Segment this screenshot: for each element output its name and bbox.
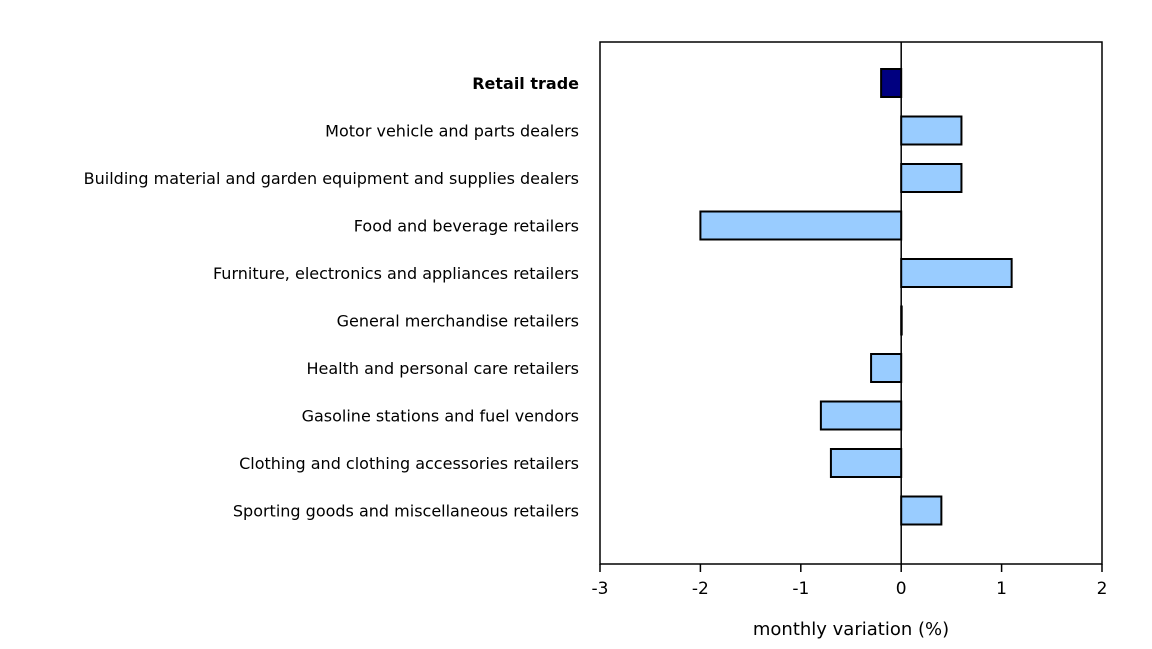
bar <box>900 163 963 193</box>
category-label: Furniture, electronics and appliances re… <box>213 264 579 283</box>
x-tick-label: 0 <box>896 579 907 599</box>
x-tick-label: -3 <box>592 579 609 599</box>
x-tick-label: 1 <box>996 579 1007 599</box>
bar <box>900 495 943 526</box>
bar <box>829 448 903 478</box>
bar <box>880 68 903 98</box>
category-label: Retail trade <box>472 74 579 93</box>
category-label: Clothing and clothing accessories retail… <box>239 454 579 473</box>
bar <box>900 115 963 146</box>
bar <box>900 258 1013 288</box>
bar <box>870 353 903 383</box>
category-label: Food and beverage retailers <box>354 217 579 236</box>
category-label: Building material and garden equipment a… <box>84 169 579 188</box>
category-label: General merchandise retailers <box>337 312 579 331</box>
category-label: Motor vehicle and parts dealers <box>325 122 579 141</box>
x-tick-label: 2 <box>1097 579 1108 599</box>
x-tick-label: -2 <box>692 579 709 599</box>
bar <box>819 400 903 431</box>
bar <box>699 210 903 241</box>
category-label: Gasoline stations and fuel vendors <box>302 407 579 426</box>
category-label: Sporting goods and miscellaneous retaile… <box>233 502 579 521</box>
x-axis-label: monthly variation (%) <box>753 619 949 640</box>
plot-frame <box>599 41 1103 565</box>
category-label: Health and personal care retailers <box>306 359 579 378</box>
x-tick-label: -1 <box>792 579 809 599</box>
